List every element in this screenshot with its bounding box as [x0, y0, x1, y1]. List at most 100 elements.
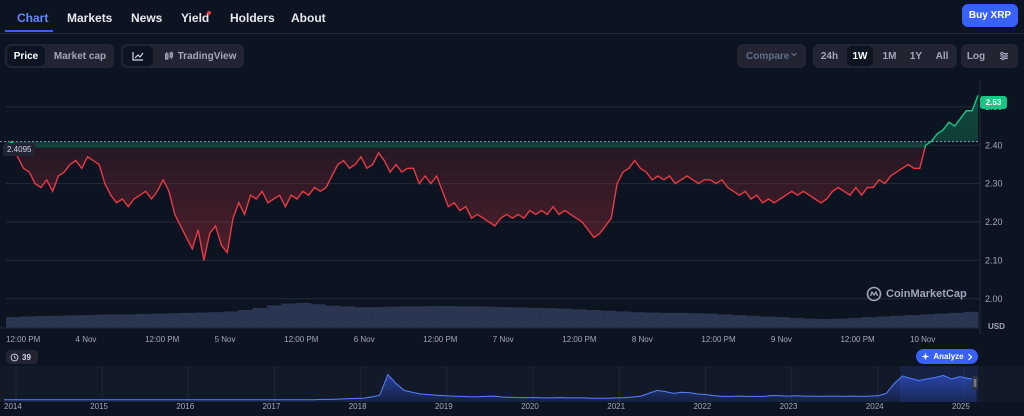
year-label: 2021 — [607, 402, 626, 411]
x-tick-label: 12:00 PM — [423, 335, 458, 344]
time-axis: 12:00 PM 4 Nov 12:00 PM 5 Nov 12:00 PM 6 Nov 1… — [0, 334, 1024, 348]
market-cap-tab[interactable]: Market cap — [53, 50, 107, 62]
volume-bar — [136, 313, 152, 328]
sliders-icon — [1000, 51, 1008, 61]
x-tick-label: 9 Nov — [770, 335, 792, 344]
chevron-right-icon — [967, 353, 972, 360]
volume-bar — [789, 317, 805, 328]
range-1y[interactable]: 1Y — [909, 50, 923, 62]
sparkle-icon — [921, 352, 930, 361]
volume-bar — [455, 306, 471, 328]
volume-bar — [847, 317, 863, 328]
volume-bar — [484, 306, 500, 328]
tab-markets[interactable]: Markets — [67, 11, 113, 25]
volume-bar — [238, 310, 254, 328]
volume-bar — [64, 315, 79, 328]
navigator-handle[interactable] — [972, 376, 978, 390]
yield-notification-dot — [207, 11, 211, 15]
tradingview-button[interactable]: TradingView — [159, 46, 241, 66]
x-tick-label: 12:00 PM — [840, 335, 875, 344]
year-label: 2025 — [952, 402, 970, 411]
analyze-button[interactable]: Analyze — [916, 349, 978, 364]
year-label: 2019 — [434, 402, 453, 411]
log-scale-button[interactable]: Log — [966, 50, 986, 62]
x-tick-label: 12:00 PM — [284, 335, 319, 344]
year-label: 2023 — [779, 402, 798, 411]
y-tick-label: 2.30 — [985, 179, 1003, 189]
volume-bar — [542, 308, 558, 328]
x-tick-label: 12:00 PM — [145, 335, 180, 344]
volume-bar — [223, 311, 239, 328]
volume-bar — [905, 315, 921, 328]
range-24h[interactable]: 24h — [820, 50, 839, 62]
price-chart[interactable]: 2.502.402.302.202.102.00 — [0, 80, 1024, 334]
range-1m[interactable]: 1M — [882, 50, 897, 62]
range-all[interactable]: All — [935, 50, 949, 62]
analyze-label: Analyze — [933, 352, 964, 361]
reference-price-tag: 2.4095 — [3, 143, 36, 156]
year-label: 2022 — [693, 402, 712, 411]
line-chart-icon — [132, 52, 144, 61]
current-price-tag: 2.53 — [980, 96, 1007, 109]
compare-label: Compare — [746, 50, 790, 62]
range-navigator[interactable] — [0, 366, 1024, 402]
line-chart-button[interactable] — [123, 46, 153, 66]
volume-bar — [774, 317, 790, 328]
y-tick-label: 2.40 — [985, 140, 1003, 150]
compare-dropdown[interactable]: Compare — [737, 44, 806, 68]
chart-type-toggle: TradingView — [121, 44, 244, 68]
x-tick-label: 8 Nov — [631, 335, 653, 344]
volume-bar — [180, 312, 195, 328]
volume-bars — [0, 302, 980, 329]
volume-bar — [803, 318, 819, 328]
volume-bar — [412, 306, 428, 328]
volume-bar — [760, 316, 776, 328]
range-selector: 24h 1W 1M 1Y All — [813, 44, 957, 68]
history-counter[interactable]: 39 — [6, 350, 38, 364]
volume-bar — [6, 317, 21, 328]
navigator-year-axis: 2014 2015 2016 2017 2018 2019 2020 2021 2022 2023… — [0, 402, 1024, 414]
navigator-area — [4, 366, 978, 402]
tab-chart[interactable]: Chart — [17, 11, 49, 25]
volume-bar — [818, 319, 834, 328]
tab-news[interactable]: News — [131, 11, 163, 25]
volume-bar — [310, 304, 326, 328]
volume-bar — [716, 314, 732, 328]
volume-bar — [209, 312, 225, 328]
volume-bar — [557, 308, 573, 328]
volume-bar — [252, 307, 268, 328]
volume-bar — [963, 311, 979, 328]
range-1w[interactable]: 1W — [847, 46, 873, 66]
volume-bar — [629, 312, 645, 328]
year-label: 2020 — [521, 402, 539, 411]
volume-bar — [876, 316, 892, 328]
chart-settings-button[interactable] — [992, 46, 1016, 66]
volume-bar — [267, 305, 283, 328]
volume-bar — [658, 312, 674, 328]
currency-label: USD — [988, 322, 1005, 331]
volume-bar — [49, 315, 65, 328]
above-reference-fill — [6, 95, 978, 148]
chevron-down-icon — [791, 52, 797, 57]
tab-holders[interactable]: Holders — [230, 11, 275, 25]
volume-bar — [702, 313, 718, 328]
volume-bar — [615, 311, 631, 328]
volume-bar — [571, 309, 587, 328]
volume-bar — [296, 302, 312, 328]
x-tick-label: 10 Nov — [910, 335, 936, 344]
volume-bar — [383, 306, 399, 328]
tab-about[interactable]: About — [291, 11, 326, 25]
top-nav: Chart Markets News Yield Holders About B… — [0, 0, 1024, 34]
volume-bar — [731, 315, 747, 328]
volume-bar — [832, 318, 848, 328]
volume-bar — [644, 312, 660, 328]
volume-bar — [745, 315, 761, 328]
volume-bar — [35, 316, 50, 328]
tab-yield[interactable]: Yield — [181, 11, 210, 25]
volume-bar — [513, 307, 529, 328]
buy-xrp-button[interactable]: Buy XRP — [962, 4, 1018, 27]
x-tick-label: 12:00 PM — [701, 335, 736, 344]
x-tick-label: 5 Nov — [214, 335, 236, 344]
price-tab[interactable]: Price — [7, 46, 45, 66]
navigator-line — [4, 373, 977, 401]
